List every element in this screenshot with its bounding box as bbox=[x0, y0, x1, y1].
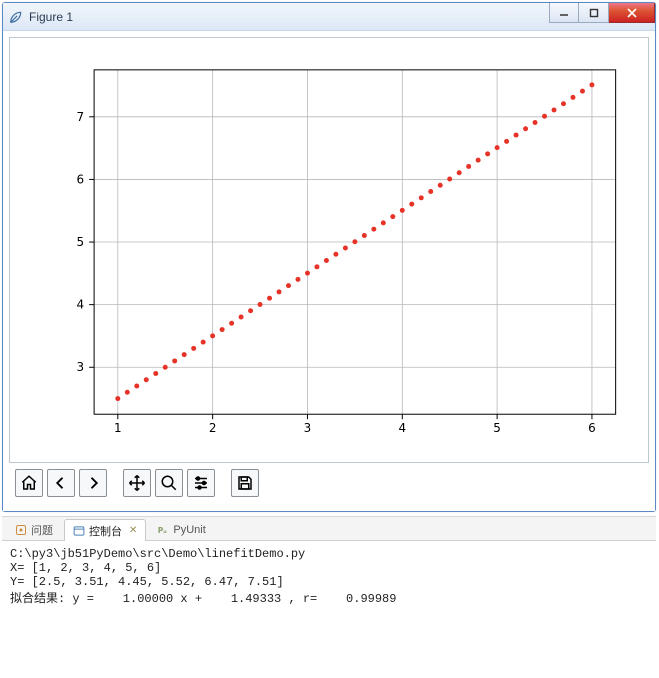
titlebar: Figure 1 bbox=[3, 3, 655, 31]
console-output[interactable]: C:\py3\jb51PyDemo\src\Demo\linefitDemo.p… bbox=[2, 541, 656, 612]
sliders-icon bbox=[192, 474, 210, 492]
window-title: Figure 1 bbox=[29, 10, 73, 24]
plot-svg: 1 2 3 4 5 6 3 4 5 6 7 bbox=[10, 38, 648, 462]
arrow-right-icon bbox=[84, 474, 102, 492]
zoom-button[interactable] bbox=[155, 469, 183, 497]
close-icon bbox=[626, 7, 638, 19]
maximize-icon bbox=[589, 8, 599, 18]
svg-text:5: 5 bbox=[77, 235, 85, 249]
svg-text:7: 7 bbox=[77, 110, 85, 124]
pan-button[interactable] bbox=[123, 469, 151, 497]
svg-text:3: 3 bbox=[77, 360, 85, 374]
close-button[interactable] bbox=[609, 3, 655, 23]
arrow-left-icon bbox=[52, 474, 70, 492]
figure-window: Figure 1 1 2 3 4 5 6 3 4 5 6 7 bbox=[2, 2, 656, 512]
console-panel: 问题 控制台 ✕ Pᵤ PyUnit C:\py3\jb51PyDemo\src… bbox=[2, 516, 656, 612]
svg-text:Pᵤ: Pᵤ bbox=[158, 526, 167, 535]
svg-text:2: 2 bbox=[209, 421, 217, 435]
svg-text:1: 1 bbox=[114, 421, 122, 435]
svg-text:6: 6 bbox=[77, 172, 85, 186]
back-button[interactable] bbox=[47, 469, 75, 497]
svg-text:4: 4 bbox=[77, 298, 85, 312]
zoom-icon bbox=[160, 474, 178, 492]
tab-problems[interactable]: 问题 bbox=[6, 518, 62, 540]
tab-pyunit-label: PyUnit bbox=[173, 524, 205, 536]
move-icon bbox=[128, 474, 146, 492]
console-tabbar: 问题 控制台 ✕ Pᵤ PyUnit bbox=[2, 517, 656, 541]
minimize-button[interactable] bbox=[549, 3, 579, 23]
tab-pyunit[interactable]: Pᵤ PyUnit bbox=[148, 518, 214, 540]
app-icon bbox=[9, 10, 23, 24]
save-icon bbox=[236, 474, 254, 492]
svg-text:5: 5 bbox=[493, 421, 501, 435]
figure-area: 1 2 3 4 5 6 3 4 5 6 7 bbox=[3, 31, 655, 511]
tab-close-icon[interactable]: ✕ bbox=[129, 525, 137, 536]
mpl-toolbar bbox=[9, 463, 649, 505]
plot-canvas[interactable]: 1 2 3 4 5 6 3 4 5 6 7 bbox=[9, 37, 649, 463]
minimize-icon bbox=[559, 8, 569, 18]
maximize-button[interactable] bbox=[579, 3, 609, 23]
tab-console-label: 控制台 bbox=[89, 523, 122, 539]
svg-text:3: 3 bbox=[304, 421, 312, 435]
forward-button[interactable] bbox=[79, 469, 107, 497]
svg-text:6: 6 bbox=[588, 421, 596, 435]
home-icon bbox=[20, 474, 38, 492]
configure-button[interactable] bbox=[187, 469, 215, 497]
svg-text:4: 4 bbox=[398, 421, 406, 435]
window-buttons bbox=[549, 3, 655, 23]
home-button[interactable] bbox=[15, 469, 43, 497]
tab-console[interactable]: 控制台 ✕ bbox=[64, 519, 146, 541]
console-icon bbox=[73, 525, 85, 537]
pyunit-icon: Pᵤ bbox=[157, 524, 169, 536]
save-button[interactable] bbox=[231, 469, 259, 497]
problems-icon bbox=[15, 524, 27, 536]
tab-problems-label: 问题 bbox=[31, 522, 53, 538]
